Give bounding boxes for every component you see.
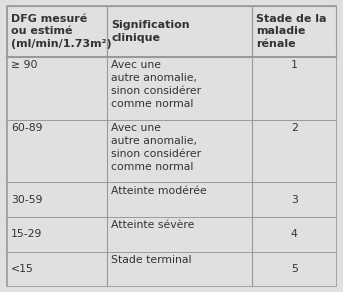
Text: 4: 4 xyxy=(291,229,298,239)
Text: 15-29: 15-29 xyxy=(11,229,42,239)
Text: <15: <15 xyxy=(11,264,34,274)
Text: Stade de la
maladie
rénale: Stade de la maladie rénale xyxy=(256,14,327,49)
Bar xyxy=(7,182,107,217)
Bar xyxy=(252,6,336,57)
Text: Atteinte modérée: Atteinte modérée xyxy=(111,186,207,196)
Text: Avec une
autre anomalie,
sinon considérer
comme normal: Avec une autre anomalie, sinon considére… xyxy=(111,60,202,109)
Bar xyxy=(7,57,107,120)
Text: ≥ 90: ≥ 90 xyxy=(11,60,37,70)
Text: 30-59: 30-59 xyxy=(11,194,43,205)
Bar xyxy=(7,6,107,57)
Bar xyxy=(252,217,336,251)
Text: Signification
clinique: Signification clinique xyxy=(111,20,190,43)
Text: 60-89: 60-89 xyxy=(11,123,43,133)
Bar xyxy=(252,120,336,182)
Bar xyxy=(252,251,336,286)
Bar xyxy=(252,57,336,120)
Text: 3: 3 xyxy=(291,194,298,205)
Text: 1: 1 xyxy=(291,60,298,70)
Text: 5: 5 xyxy=(291,264,298,274)
Bar xyxy=(107,251,252,286)
Text: Stade terminal: Stade terminal xyxy=(111,255,192,265)
Bar xyxy=(7,120,107,182)
Bar xyxy=(107,57,252,120)
Bar xyxy=(107,120,252,182)
Bar xyxy=(252,182,336,217)
Bar xyxy=(7,251,107,286)
Text: Atteinte sévère: Atteinte sévère xyxy=(111,220,195,230)
Text: Avec une
autre anomalie,
sinon considérer
comme normal: Avec une autre anomalie, sinon considére… xyxy=(111,123,202,171)
Bar xyxy=(107,182,252,217)
Bar xyxy=(7,217,107,251)
Text: DFG mesuré
ou estimé
(ml/min/1.73m²): DFG mesuré ou estimé (ml/min/1.73m²) xyxy=(11,14,111,49)
Text: 2: 2 xyxy=(291,123,298,133)
Bar xyxy=(107,217,252,251)
Bar xyxy=(107,6,252,57)
